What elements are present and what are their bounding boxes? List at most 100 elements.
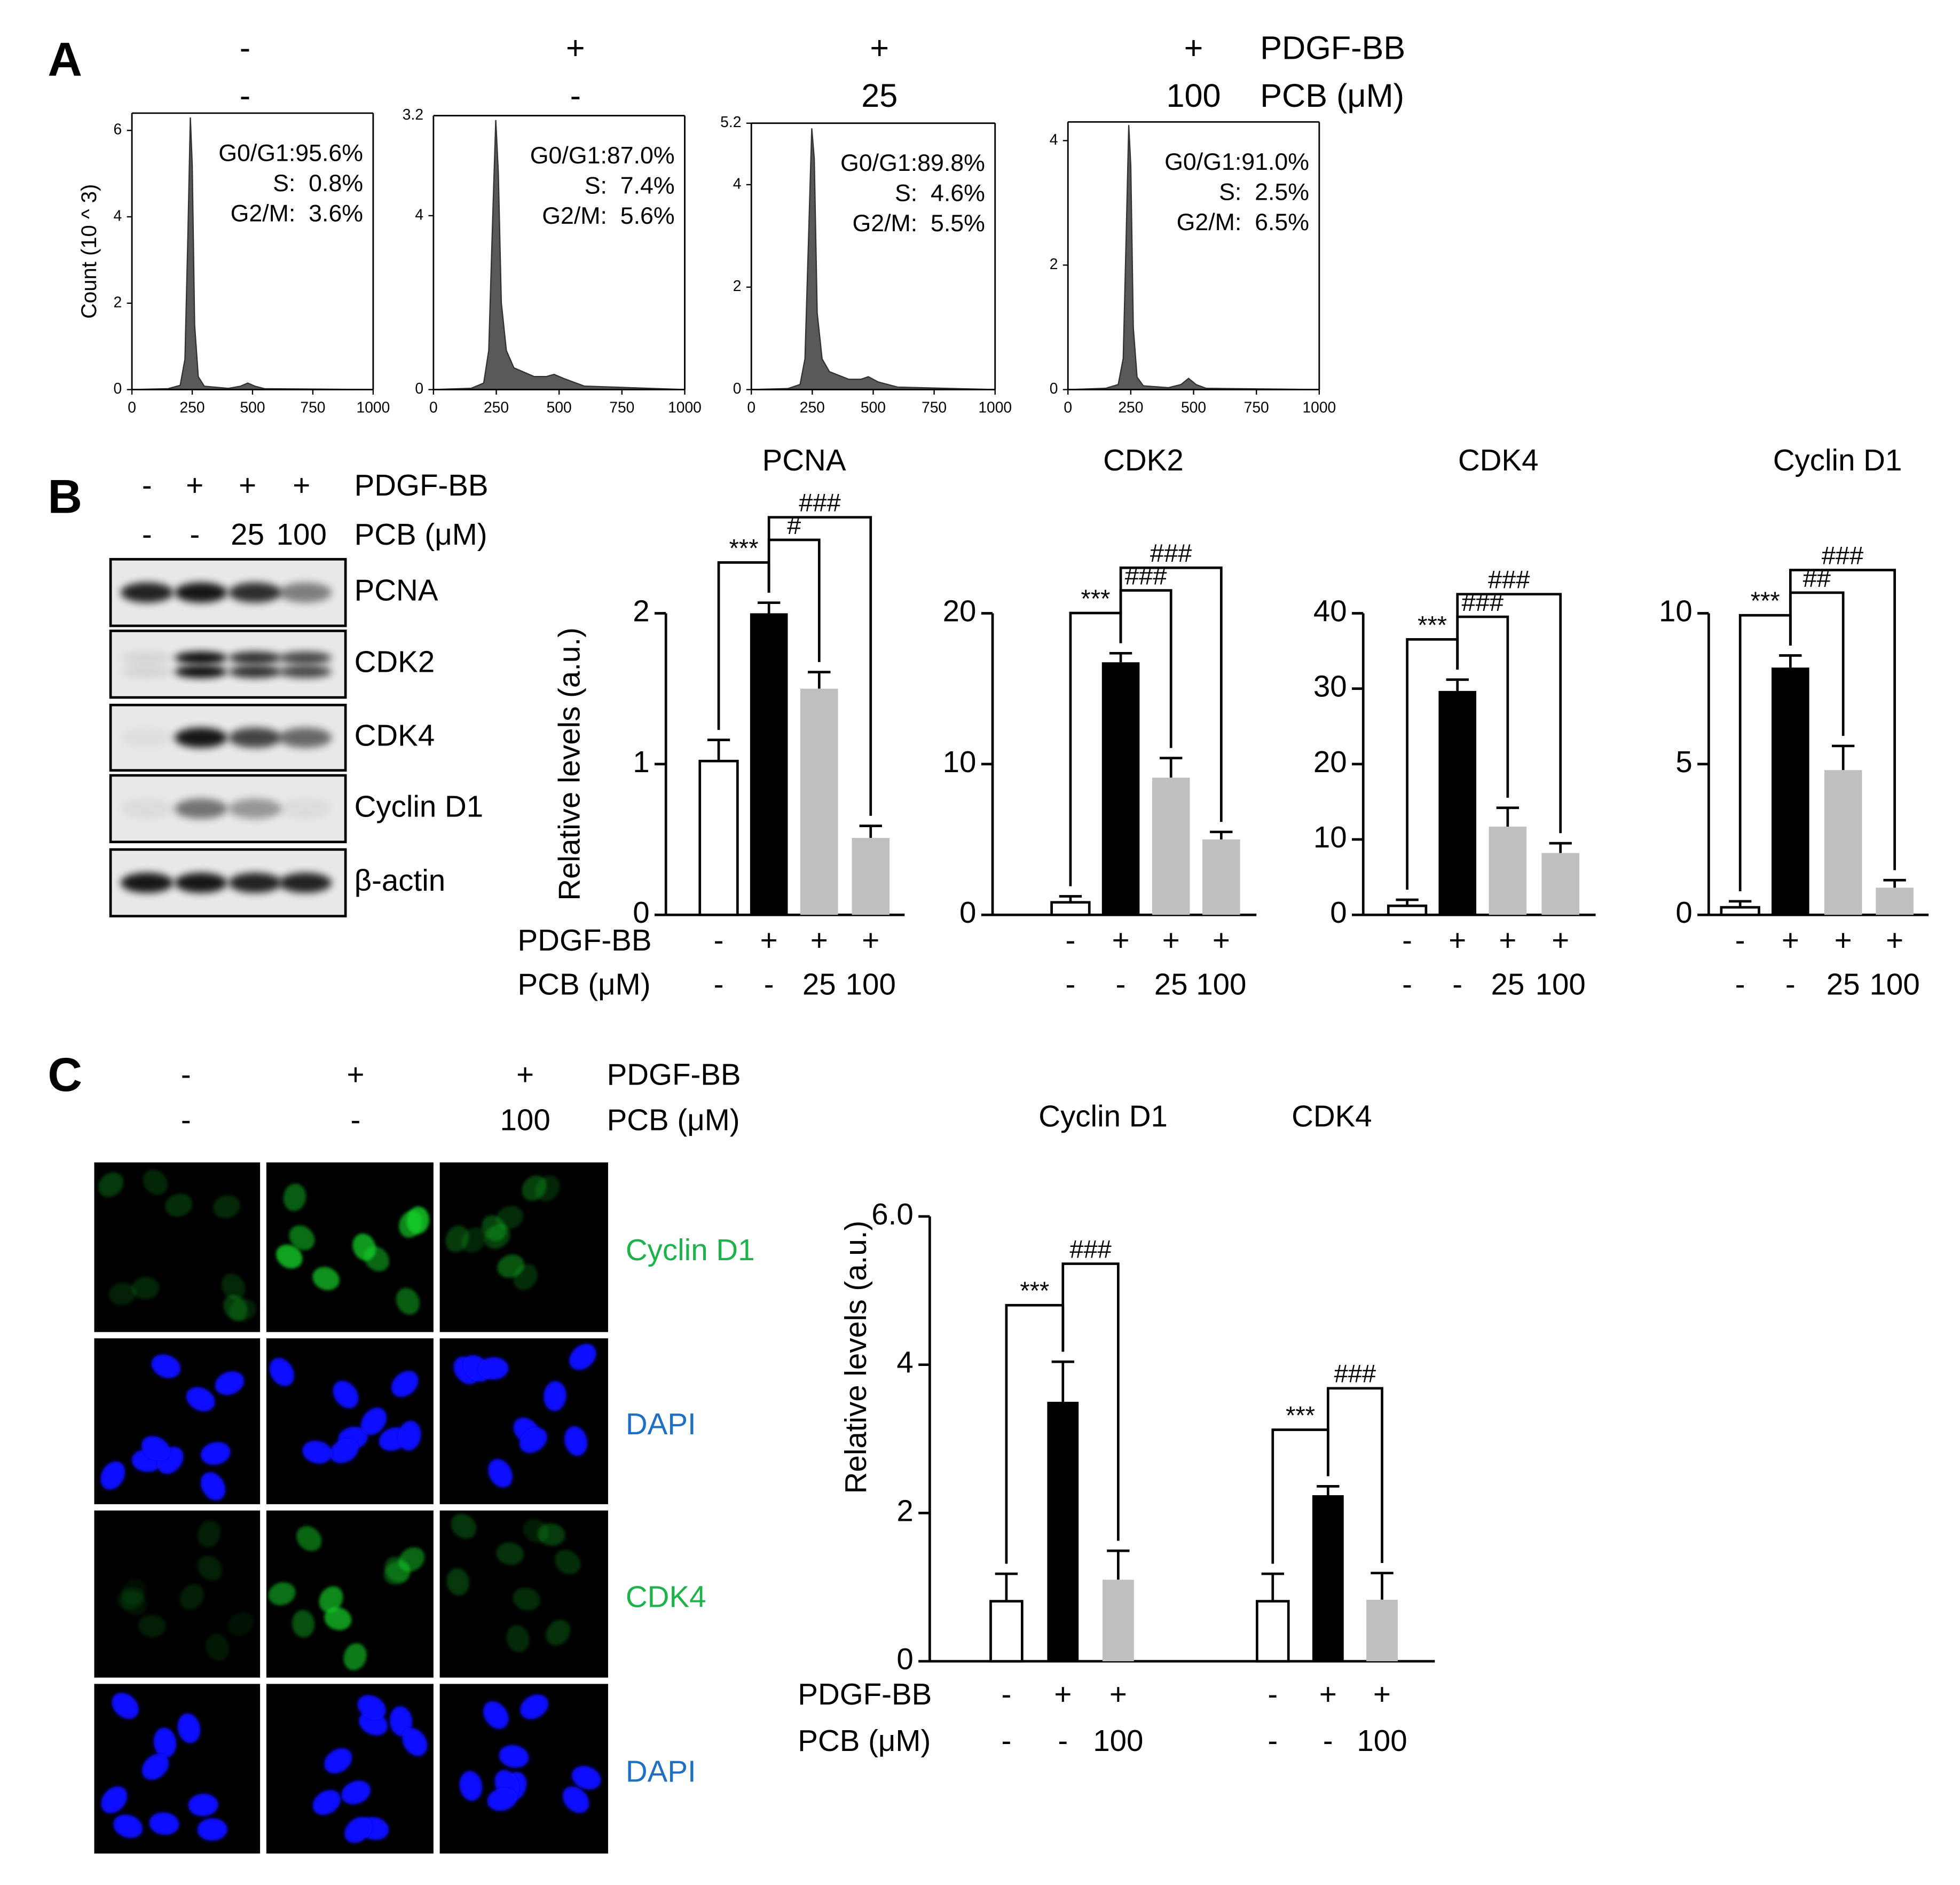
phase-annotation: G2/M: 3.6% [231, 200, 363, 226]
cell [98, 1172, 124, 1197]
bar [1102, 1580, 1134, 1662]
nucleus [149, 1812, 179, 1835]
nucleus [113, 1815, 143, 1839]
x-row-label: PDGF-BB [798, 1677, 932, 1711]
x-row-value: + [1162, 923, 1180, 957]
header-value: + [186, 468, 203, 502]
y-tick-label: 5 [1675, 745, 1692, 779]
cell [324, 1607, 352, 1630]
bar [1876, 887, 1914, 915]
bar [1256, 1600, 1290, 1663]
significance-bracket [1789, 569, 1896, 870]
bar [1387, 904, 1428, 916]
y-tick-label: 0 [1675, 896, 1692, 929]
header-value: - [240, 29, 250, 66]
bar [1366, 1599, 1398, 1662]
nucleus [389, 1706, 413, 1737]
y-axis-label: Relative levels (a.u.) [553, 627, 586, 901]
significance-label: ### [1150, 539, 1192, 567]
bar [1202, 839, 1240, 915]
y-tick-label: 0 [959, 896, 976, 929]
y-tick-label: 4 [896, 1346, 913, 1379]
y-tick-label: 20 [1313, 745, 1347, 779]
nucleus [519, 1427, 547, 1454]
header-value: 100 [277, 517, 327, 551]
nucleus [200, 1472, 226, 1501]
x-tick-label: 750 [609, 398, 634, 415]
header-value: 100 [1167, 77, 1221, 114]
x-tick-label: 1000 [978, 398, 1012, 415]
x-tick-label: 500 [1181, 398, 1206, 415]
phase-annotation: S: 4.6% [895, 180, 985, 207]
significance-label: ## [1803, 564, 1831, 592]
bar [852, 838, 890, 915]
x-tick-label: 750 [922, 398, 947, 415]
significance-label: ### [1488, 566, 1530, 594]
nucleus [153, 1727, 177, 1758]
x-row-value: + [1886, 923, 1903, 957]
x-tick-label: 0 [429, 398, 438, 415]
bar [1312, 1495, 1344, 1662]
header-value: 25 [231, 517, 264, 551]
header-value: - [240, 77, 250, 114]
bar [1720, 906, 1760, 916]
nucleus [571, 1765, 601, 1790]
nucleus [357, 1695, 387, 1720]
cell [197, 1556, 223, 1581]
header-label: PCB (μM) [355, 517, 487, 551]
nucleus [569, 1344, 596, 1370]
header-value: + [870, 29, 889, 66]
blot-band [120, 582, 174, 603]
x-row-value: + [1373, 1677, 1391, 1711]
y-tick-label: 20 [943, 594, 977, 627]
header-value: + [566, 29, 585, 66]
cell [446, 1568, 470, 1596]
x-row-value: + [1782, 923, 1799, 957]
blot-band [175, 582, 227, 603]
cell [451, 1513, 477, 1539]
nucleus [324, 1748, 352, 1774]
significance-label: ### [1125, 562, 1167, 590]
cell [343, 1643, 367, 1671]
blot-band [229, 665, 282, 678]
nucleus [312, 1789, 341, 1815]
x-row-value: + [1319, 1677, 1337, 1711]
nucleus [215, 1371, 245, 1395]
y-tick-label: 2 [733, 277, 742, 294]
x-row-value: - [1402, 923, 1412, 957]
cell [319, 1586, 343, 1613]
cell [482, 1215, 507, 1242]
panel-letter: B [48, 469, 82, 523]
header-value: + [239, 468, 256, 502]
cell [506, 1625, 530, 1653]
histogram-area [751, 128, 995, 390]
y-tick-label: 4 [1050, 131, 1058, 148]
nucleus [200, 1442, 231, 1465]
phase-annotation: G2/M: 5.5% [852, 210, 985, 237]
significance-label: ### [1822, 541, 1864, 569]
x-row-label: PDGF-BB [518, 923, 652, 957]
blot-band [229, 651, 282, 664]
x-tick-label: 500 [547, 398, 572, 415]
nucleus [344, 1817, 372, 1843]
cell [513, 1587, 540, 1611]
cell [131, 1276, 160, 1300]
header-value: - [181, 1103, 191, 1136]
x-row-label: PCB (μM) [518, 967, 651, 1001]
x-row-value: - [1735, 967, 1745, 1001]
blot-band [279, 727, 332, 748]
cell [165, 1193, 193, 1217]
x-row-value: + [1449, 923, 1466, 957]
blot-band [229, 798, 282, 819]
cell [283, 1183, 306, 1211]
cell [229, 1298, 257, 1322]
significance-bracket [1061, 1262, 1120, 1541]
y-tick-label: 1 [633, 745, 649, 779]
phase-annotation: S: 2.5% [1219, 179, 1309, 205]
blot-band [120, 798, 174, 819]
significance-label: ### [1334, 1360, 1376, 1388]
nucleus [402, 1727, 428, 1756]
image-label: DAPI [626, 1407, 696, 1441]
header-value: - [142, 468, 152, 502]
